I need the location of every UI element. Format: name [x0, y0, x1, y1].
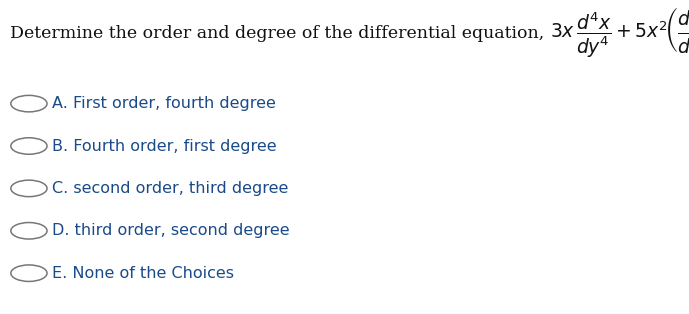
Text: Determine the order and degree of the differential equation,: Determine the order and degree of the di… — [10, 25, 550, 42]
Text: $3x\,\dfrac{d^4x}{dy^4} + 5x^2\!\left(\dfrac{d^2y}{dx^2}\right)^{\!3} - xy = 0.$: $3x\,\dfrac{d^4x}{dy^4} + 5x^2\!\left(\d… — [550, 5, 689, 59]
Text: E. None of the Choices: E. None of the Choices — [52, 266, 234, 281]
Text: D. third order, second degree: D. third order, second degree — [52, 223, 289, 238]
Text: B. Fourth order, first degree: B. Fourth order, first degree — [52, 138, 276, 154]
Text: A. First order, fourth degree: A. First order, fourth degree — [52, 96, 276, 111]
Text: C. second order, third degree: C. second order, third degree — [52, 181, 288, 196]
